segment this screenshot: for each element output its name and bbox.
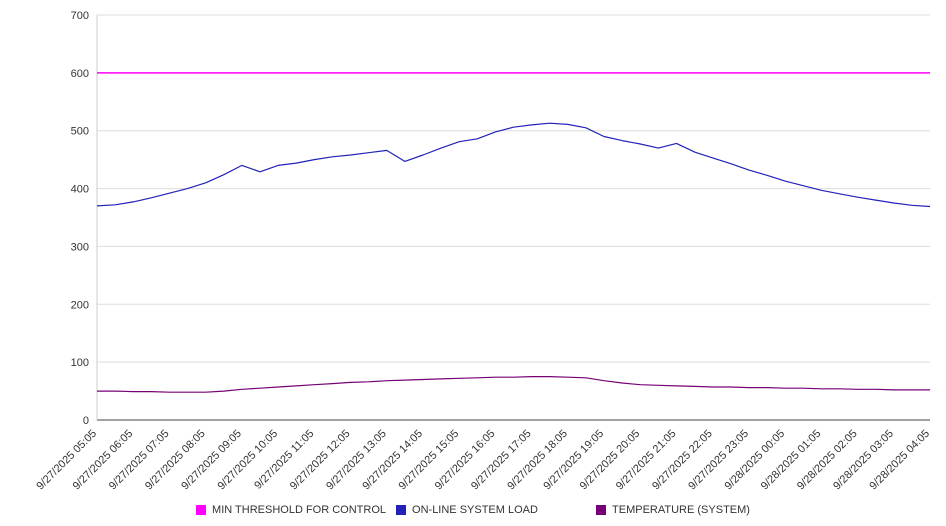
legend-label: TEMPERATURE (SYSTEM) [612,504,750,516]
series-line-temperature-system [97,376,930,393]
y-tick-label: 300 [71,241,89,253]
legend-item-on-line-system-load[interactable]: ON-LINE SYSTEM LOAD [396,504,596,516]
series-line-on-line-system-load [96,122,931,208]
legend-swatch-icon [596,505,607,515]
y-tick-label: 500 [71,126,89,138]
x-tick-label: 9/27/2025 05:05 [34,428,99,493]
y-tick-label: 700 [71,10,89,22]
y-tick-label: 100 [71,357,89,369]
legend-label: ON-LINE SYSTEM LOAD [412,504,538,516]
legend-swatch-icon [396,505,407,515]
y-tick-label: 600 [71,68,89,80]
y-tick-label: 200 [71,299,89,311]
legend-item-min-threshold-for-control[interactable]: MIN THRESHOLD FOR CONTROL [196,504,396,516]
y-tick-label: 400 [71,184,89,196]
y-tick-label: 0 [83,415,89,427]
legend-swatch-icon [196,505,207,515]
legend-label: MIN THRESHOLD FOR CONTROL [212,504,387,516]
legend: MIN THRESHOLD FOR CONTROL ON-LINE SYSTEM … [0,498,946,522]
legend-item-temperature-system[interactable]: TEMPERATURE (SYSTEM) [596,504,750,516]
